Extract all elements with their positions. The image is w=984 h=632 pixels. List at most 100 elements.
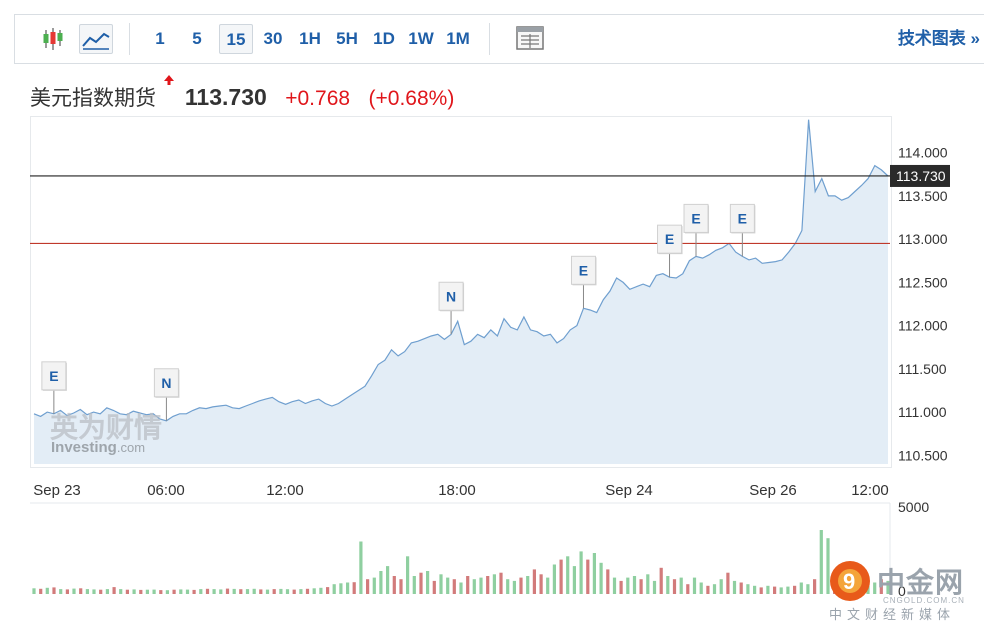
up-arrow-icon: [164, 75, 175, 93]
event-marker: [153, 368, 179, 398]
volume-bar: [759, 587, 763, 594]
svg-text:9: 9: [843, 569, 855, 594]
event-marker: [729, 203, 755, 233]
volume-bar: [813, 579, 817, 594]
volume-bar: [559, 559, 563, 594]
x-tick-label: 12:00: [266, 482, 304, 499]
volume-bar: [79, 588, 83, 594]
volume-bar: [686, 584, 690, 594]
volume-bar: [446, 577, 450, 594]
volume-bar: [432, 580, 436, 594]
volume-bar: [426, 571, 430, 594]
interval-15[interactable]: 15: [219, 24, 253, 54]
price-area: [34, 119, 888, 464]
line-chart-icon[interactable]: [79, 24, 113, 54]
volume-bar: [245, 589, 250, 594]
volume-bar: [512, 580, 516, 594]
last-price: 113.730: [184, 84, 267, 110]
volume-bar: [806, 584, 810, 594]
volume-bar: [793, 585, 797, 594]
volume-bar: [452, 579, 456, 594]
volume-bar: [65, 589, 69, 594]
watermark-en-suffix: .com: [117, 440, 145, 455]
volume-bar: [539, 574, 543, 594]
volume-bar: [786, 586, 790, 594]
volume-bar: [466, 576, 470, 594]
volume-bar: [366, 579, 370, 594]
y-tick-label: 113.500: [898, 188, 948, 204]
volume-bar: [492, 574, 496, 594]
volume-bar: [406, 556, 410, 594]
volume-bar: [272, 589, 276, 594]
price-change-percent: (+0.68%): [368, 87, 455, 110]
volume-bar: [299, 589, 303, 594]
volume-bar: [652, 580, 657, 594]
price-header: 美元指数期货 113.730 +0.768 (+0.68%): [30, 75, 455, 112]
volume-bar: [372, 577, 376, 594]
volume-bar: [239, 589, 243, 594]
volume-bar: [879, 579, 883, 594]
x-tick-label: Sep 26: [749, 482, 797, 499]
volume-bar: [412, 576, 416, 594]
volume-bar: [92, 589, 96, 594]
volume-bar: [873, 582, 877, 594]
volume-bar: [99, 589, 103, 594]
volume-bar: [346, 582, 350, 594]
current-price-tag: [890, 164, 950, 187]
volume-bar: [886, 580, 890, 594]
volume-bar: [252, 588, 256, 594]
volume-bar: [526, 576, 530, 594]
volume-bar: [59, 589, 63, 594]
volume-bar: [145, 589, 149, 594]
interval-1d[interactable]: 1D: [373, 29, 395, 48]
logo-name: 中金网: [877, 567, 965, 598]
volume-bar: [692, 577, 697, 594]
volume-bar: [739, 582, 743, 594]
volume-bar: [119, 589, 123, 594]
price-line: [33, 119, 889, 422]
volume-bar: [659, 567, 663, 594]
interval-5[interactable]: 5: [192, 29, 202, 48]
event-marker: [683, 203, 709, 233]
volume-bar: [225, 588, 230, 594]
volume-bar: [199, 589, 203, 594]
volume-bar: [165, 590, 169, 594]
interval-1h[interactable]: 1H: [299, 29, 321, 48]
investing-watermark: 英为财情 Investing.com: [50, 412, 162, 456]
y-tick-label: 110.500: [898, 447, 948, 463]
event-marker: [657, 224, 683, 254]
y-tick-label: 112.500: [898, 274, 948, 290]
table-icon[interactable]: [513, 24, 547, 54]
event-label: N: [446, 288, 456, 304]
logo-url: CNGOLD.COM.CN: [883, 596, 965, 605]
event-label: E: [49, 368, 58, 384]
volume-bar: [646, 574, 650, 594]
volume-bar: [172, 589, 176, 594]
logo-subtitle: 中文财经新媒体: [829, 607, 956, 622]
volume-bar: [732, 580, 737, 594]
y-tick-label: 111.500: [898, 361, 947, 377]
volume-bar: [706, 585, 710, 594]
interval-5h[interactable]: 5H: [336, 29, 358, 48]
volume-bar: [312, 588, 316, 594]
candlestick-icon[interactable]: [37, 24, 69, 54]
volume-bar: [599, 562, 603, 594]
volume-bar: [419, 572, 423, 594]
event-marker: [41, 361, 67, 391]
interval-1[interactable]: 1: [155, 29, 165, 48]
price-change: +0.768: [285, 87, 351, 110]
volume-bar: [439, 574, 443, 594]
volume-bar: [319, 587, 323, 594]
chart-frame: [30, 116, 892, 468]
volume-bar: [219, 589, 223, 594]
volume-bar: [606, 569, 610, 594]
technical-chart-link[interactable]: 技术图表 »: [897, 29, 980, 48]
volume-bar: [392, 576, 396, 594]
instrument-name: 美元指数期货: [30, 87, 156, 110]
interval-1m[interactable]: 1M: [446, 29, 470, 48]
volume-bar: [519, 577, 523, 594]
volume-bar: [352, 582, 356, 594]
interval-30[interactable]: 30: [263, 29, 283, 48]
interval-1w[interactable]: 1W: [408, 29, 434, 48]
